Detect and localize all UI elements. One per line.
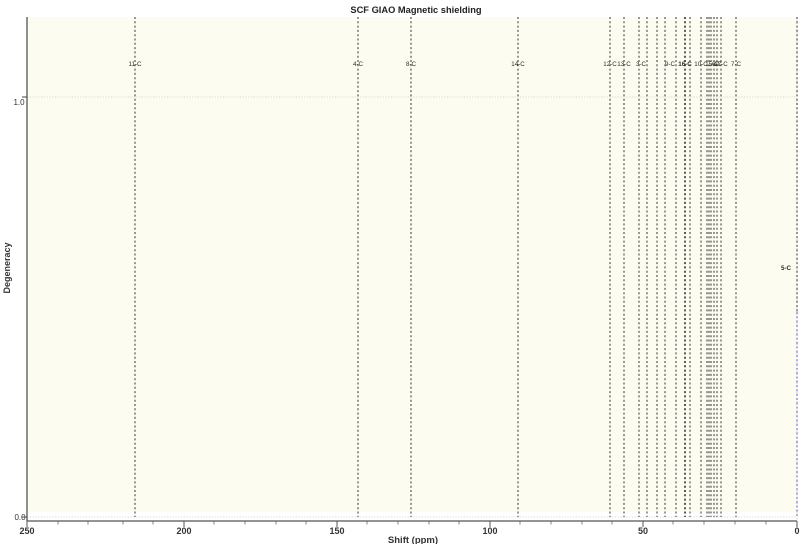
svg-text:SCF GIAO Magnetic shielding: SCF GIAO Magnetic shielding <box>350 5 482 15</box>
svg-text:13-C: 13-C <box>617 61 631 68</box>
svg-text:1.0: 1.0 <box>13 98 25 107</box>
svg-text:14-C: 14-C <box>511 61 525 68</box>
svg-text:8-C: 8-C <box>406 61 417 68</box>
svg-text:5-C: 5-C <box>781 265 792 272</box>
svg-text:250: 250 <box>19 526 34 536</box>
svg-text:50: 50 <box>638 526 648 536</box>
svg-text:3-C: 3-C <box>636 61 647 68</box>
svg-text:200: 200 <box>176 526 191 536</box>
svg-text:9-C: 9-C <box>665 61 676 68</box>
svg-text:150: 150 <box>329 526 344 536</box>
svg-text:12-C: 12-C <box>603 61 617 68</box>
svg-text:17-C: 17-C <box>714 61 728 68</box>
svg-text:11-C: 11-C <box>129 61 142 68</box>
svg-text:100: 100 <box>482 526 497 536</box>
svg-text:16-C: 16-C <box>678 61 692 68</box>
svg-text:0: 0 <box>794 526 799 536</box>
svg-text:4-C: 4-C <box>353 61 364 68</box>
svg-text:Degeneracy: Degeneracy <box>2 242 12 293</box>
svg-text:Shift (ppm): Shift (ppm) <box>388 535 438 544</box>
svg-text:7-C: 7-C <box>731 61 742 68</box>
